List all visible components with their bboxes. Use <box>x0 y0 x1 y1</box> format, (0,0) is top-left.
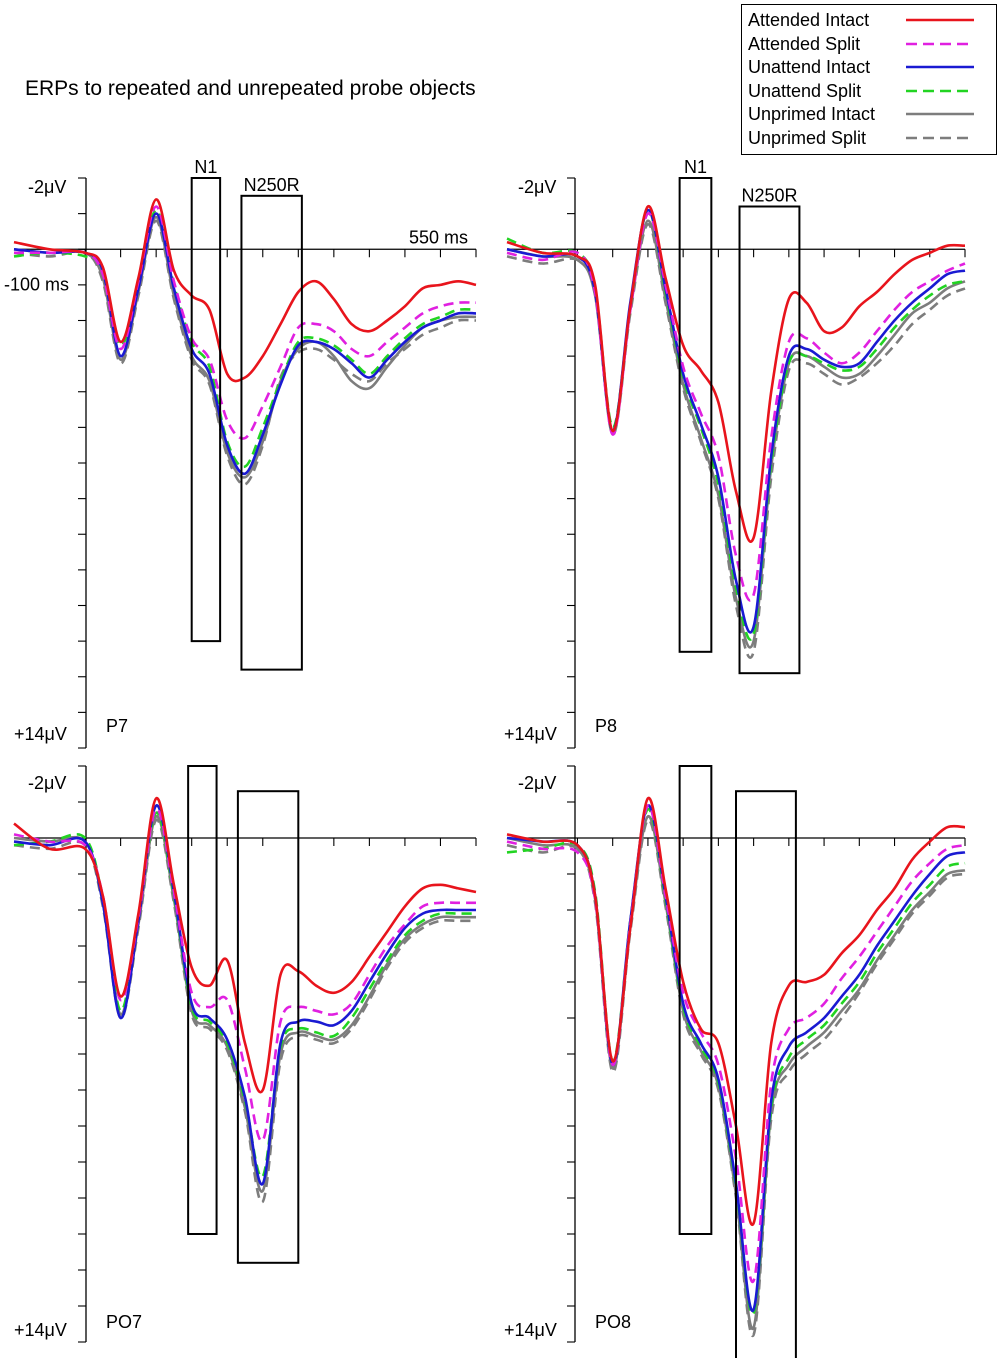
legend-label: Unattend Intact <box>748 57 871 77</box>
window-n1 <box>187 765 218 1235</box>
panel-p7: -2μV +14μV P7 -100 ms 550 ms N1 N250R <box>4 157 477 749</box>
legend-label: Attended Split <box>748 33 861 54</box>
series-attended-split <box>506 804 966 1284</box>
legend-swatch <box>906 65 974 69</box>
y-top-label: -2μV <box>518 177 556 197</box>
series-unprimed-split <box>13 219 477 486</box>
series-attended-split <box>506 212 966 602</box>
window-n250r <box>240 194 303 671</box>
window-label: N250R <box>741 186 797 206</box>
series-attended-intact <box>13 797 477 1094</box>
y-bottom-label: +14μV <box>504 1320 557 1340</box>
series-unprimed-intact <box>13 215 477 479</box>
legend-swatch <box>906 89 974 92</box>
window-label: N250R <box>244 175 300 195</box>
y-top-label: -2μV <box>518 773 556 793</box>
legend-entry: Unprimed Intact <box>748 103 992 126</box>
window-n250r <box>236 790 300 1264</box>
legend-swatch <box>906 42 974 45</box>
figure-title: ERPs to repeated and unrepeated probe ob… <box>25 77 476 100</box>
legend-entry: Attended Intact <box>748 9 992 32</box>
window-n1 <box>678 765 713 1235</box>
y-bottom-label: +14μV <box>14 1320 67 1340</box>
series-attended-intact <box>506 797 966 1227</box>
electrode-label: P8 <box>595 716 617 736</box>
legend-entry: Unattend Intact <box>748 56 992 79</box>
window-label: N1 <box>684 157 707 177</box>
panel-po8: -2μV +14μV PO8 <box>504 765 966 1358</box>
series-attended-split <box>14 205 477 440</box>
legend-box: Attended Intact Attended Split Unattend In… <box>741 4 997 155</box>
legend-swatch <box>906 112 974 116</box>
panel-p8: -2μV +14μV P8 N1 N250R <box>504 157 966 749</box>
series-unattend-split <box>13 811 476 1179</box>
series-unattend-intact <box>13 804 476 1186</box>
series-unprimed-intact <box>13 815 476 1193</box>
window-n1 <box>190 177 222 643</box>
legend-entry: Attended Split <box>748 33 992 56</box>
legend-label: Unprimed Split <box>748 127 867 148</box>
window-n250r <box>738 205 801 675</box>
series-unprimed-split <box>13 818 476 1204</box>
series-unprimed-intact <box>506 815 966 1331</box>
legend-entry: Unattend Split <box>748 80 992 103</box>
series-unattend-split <box>506 208 966 641</box>
electrode-label: PO8 <box>595 1312 631 1332</box>
x-end-label: 550 ms <box>409 227 468 247</box>
legend-label: Attended Intact <box>748 10 870 30</box>
window-n1 <box>678 177 713 653</box>
window-label: N1 <box>194 157 217 177</box>
series-unattend-split <box>13 208 477 469</box>
series-unattend-intact <box>13 212 477 476</box>
series-attended-intact <box>506 205 966 543</box>
y-top-label: -2μV <box>28 773 66 793</box>
series-unprimed-split <box>506 222 966 659</box>
y-top-label: -2μV <box>28 177 66 197</box>
legend-swatch <box>906 18 974 22</box>
y-bottom-label: +14μV <box>14 724 67 744</box>
window-n250r <box>735 790 797 1358</box>
legend-label: Unprimed Intact <box>748 104 876 124</box>
legend-swatch <box>906 136 974 139</box>
y-bottom-label: +14μV <box>504 724 557 744</box>
electrode-label: P7 <box>106 716 128 736</box>
legend-label: Unattend Split <box>748 80 862 101</box>
x-start-label: -100 ms <box>4 274 69 294</box>
series-attended-split <box>13 807 476 1143</box>
series-attended-intact <box>13 198 477 383</box>
electrode-label: PO7 <box>106 1312 142 1332</box>
panel-po7: -2μV +14μV PO7 <box>13 765 477 1343</box>
legend-entry: Unprimed Split <box>748 127 992 150</box>
